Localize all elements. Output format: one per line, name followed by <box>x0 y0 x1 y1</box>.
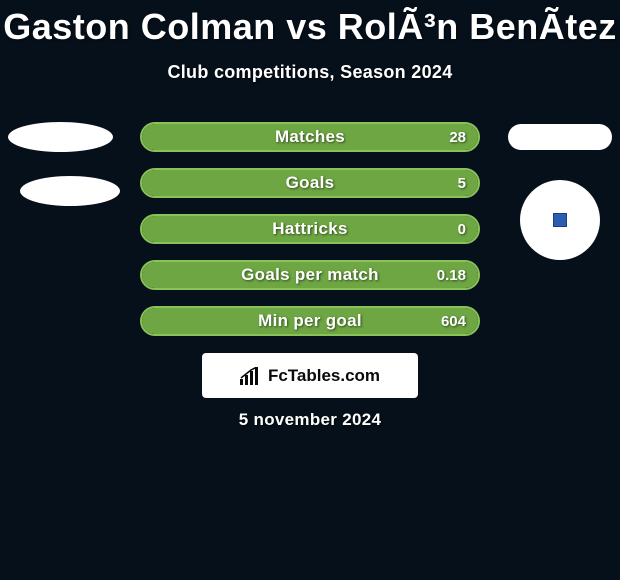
stat-bar-right-value: 604 <box>441 308 466 334</box>
brand-badge[interactable]: FcTables.com <box>202 353 418 398</box>
brand-text: FcTables.com <box>268 366 380 386</box>
date-text: 5 november 2024 <box>0 410 620 430</box>
page-title: Gaston Colman vs RolÃ³n BenÃ­tez <box>0 0 620 48</box>
stat-bar-right-value: 5 <box>458 170 466 196</box>
comparison-bars: Matches28 Goals5 Hattricks0 Goals per match… <box>140 122 480 352</box>
stat-bar-right-fill <box>145 124 478 150</box>
player-right-avatar-placeholder <box>520 180 600 260</box>
image-placeholder-icon <box>553 213 567 227</box>
stat-bar-right-fill <box>145 170 478 196</box>
page-subtitle: Club competitions, Season 2024 <box>0 62 620 83</box>
stat-bar-right-fill <box>145 216 478 242</box>
stat-bar: Goals5 <box>140 168 480 198</box>
player-left-avatar-placeholder-1 <box>8 122 113 152</box>
player-right-bar-placeholder <box>508 124 612 150</box>
chart-icon <box>240 367 262 385</box>
stat-bar: Goals per match0.18 <box>140 260 480 290</box>
stat-bar-right-value: 28 <box>449 124 466 150</box>
stat-bar-right-value: 0 <box>458 216 466 242</box>
stat-bar: Matches28 <box>140 122 480 152</box>
stat-bar-right-fill <box>145 308 478 334</box>
stat-bar-right-fill <box>145 262 478 288</box>
stat-bar-right-value: 0.18 <box>437 262 466 288</box>
stat-bar: Min per goal604 <box>140 306 480 336</box>
player-left-avatar-placeholder-2 <box>20 176 120 206</box>
stat-bar: Hattricks0 <box>140 214 480 244</box>
